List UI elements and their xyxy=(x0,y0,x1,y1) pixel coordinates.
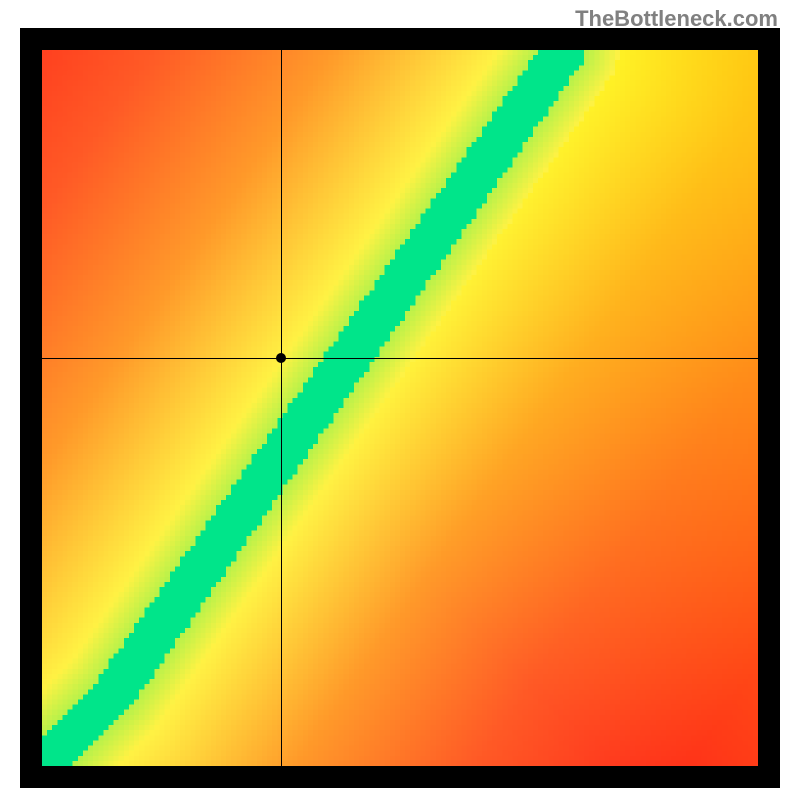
chart-container: TheBottleneck.com xyxy=(0,0,800,800)
crosshair-horizontal xyxy=(42,358,758,359)
heatmap-canvas xyxy=(42,50,758,766)
chart-frame xyxy=(20,28,780,788)
watermark-text: TheBottleneck.com xyxy=(575,6,778,32)
plot-area xyxy=(42,50,758,766)
marker-dot xyxy=(276,353,286,363)
crosshair-vertical xyxy=(281,50,282,766)
